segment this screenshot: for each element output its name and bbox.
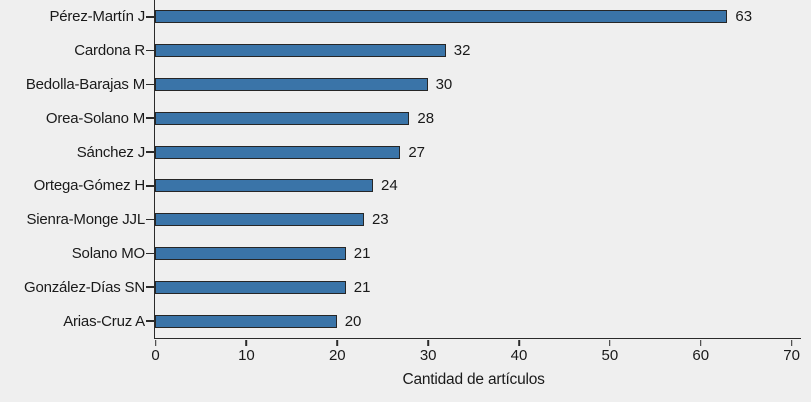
- y-axis-tick-mark: [145, 286, 154, 289]
- bar-value-label: 20: [344, 312, 362, 330]
- bar: [155, 10, 728, 24]
- bar-value-label: 28: [417, 109, 435, 127]
- bar: [155, 280, 346, 294]
- x-axis-tick-mark: [245, 339, 248, 346]
- bar-row: 63: [145, 0, 791, 34]
- y-category-label-row: Bedolla-Barajas M: [0, 68, 145, 102]
- y-category-label: Pérez-Martín J: [49, 8, 145, 26]
- x-axis-tick-label: 60: [692, 346, 710, 364]
- x-axis-tick-label: 50: [601, 346, 619, 364]
- x-axis-tick-mark: [427, 339, 429, 346]
- y-category-label: González-Días SN: [23, 278, 145, 296]
- x-axis-tick-mark: [790, 339, 793, 346]
- x-axis-tick-label: 10: [238, 346, 255, 364]
- x-axis-tick-label: 20: [328, 346, 346, 364]
- y-axis-tick-mark: [145, 218, 154, 221]
- bar-value-label: 27: [408, 143, 425, 161]
- bar-row: 30: [145, 68, 791, 102]
- bar: [155, 111, 410, 125]
- bar-row: 21: [145, 270, 791, 304]
- x-axis-tick-mark: [699, 339, 702, 346]
- bar: [155, 314, 337, 328]
- y-category-label-row: Sienra-Monge JJL: [0, 203, 145, 237]
- y-category-label-row: Arias-Cruz A: [0, 304, 145, 338]
- y-axis-tick-mark: [145, 83, 154, 86]
- bar: [155, 179, 374, 193]
- y-category-label-row: Sánchez J: [0, 135, 145, 169]
- bar-value-label: 30: [435, 75, 453, 93]
- x-axis-tick-mark: [154, 339, 157, 346]
- y-category-label: Bedolla-Barajas M: [25, 75, 145, 93]
- y-category-label-row: Orea-Solano M: [0, 101, 145, 135]
- y-category-label-row: González-Días SN: [0, 270, 145, 304]
- bar-row: 23: [145, 203, 791, 237]
- bar-row: 21: [145, 237, 791, 271]
- y-axis-tick-mark: [145, 49, 154, 52]
- bar-row: 28: [145, 101, 791, 135]
- bar: [155, 145, 401, 159]
- y-category-label-row: Pérez-Martín J: [0, 0, 145, 34]
- bar: [155, 213, 364, 227]
- y-axis-tick-mark: [145, 117, 154, 120]
- bar-value-label: 21: [353, 244, 371, 262]
- y-category-label: Sienra-Monge JJL: [26, 211, 145, 229]
- x-axis-tick-label: 40: [510, 346, 528, 364]
- y-category-label: Ortega-Gómez H: [33, 177, 146, 195]
- x-axis-tick-mark: [609, 339, 611, 346]
- y-category-label: Arias-Cruz A: [63, 312, 145, 330]
- x-axis-title: Cantidad de artículos: [402, 371, 545, 388]
- x-axis-tick-mark: [518, 339, 520, 346]
- y-category-label-row: Cardona R: [0, 34, 145, 68]
- bar-value-label: 21: [353, 278, 371, 296]
- bar-value-label: 32: [453, 42, 471, 60]
- bar-row: 32: [145, 34, 791, 68]
- bar-row: 24: [145, 169, 791, 203]
- y-category-label: Sánchez J: [76, 143, 145, 161]
- bar: [155, 77, 428, 91]
- y-category-label: Cardona R: [74, 42, 145, 60]
- y-axis-tick-mark: [145, 151, 154, 153]
- x-axis-tick-mark: [336, 339, 339, 346]
- plot-area: 63 32 30 28 27 24 23 21 21 20: [145, 0, 801, 339]
- x-axis-tick-label: 0: [151, 346, 160, 364]
- bar-value-label: 24: [381, 177, 398, 195]
- y-axis-tick-mark: [145, 16, 154, 18]
- bar-value-label: 23: [371, 211, 389, 229]
- y-category-label-row: Ortega-Gómez H: [0, 169, 146, 203]
- bars-container: 63 32 30 28 27 24 23 21 21 20: [145, 0, 791, 338]
- bar-value-label: 63: [735, 8, 753, 26]
- bar-row: 20: [145, 304, 791, 338]
- bar: [155, 44, 446, 58]
- x-axis-tick-label: 70: [783, 346, 800, 364]
- y-category-label: Orea-Solano M: [45, 109, 145, 127]
- x-axis-tick-label: 30: [419, 346, 437, 364]
- y-axis-tick-mark: [145, 252, 154, 255]
- y-category-label: Solano MO: [71, 244, 145, 262]
- y-axis-tick-mark: [145, 185, 154, 187]
- bar-row: 27: [145, 135, 791, 169]
- y-axis-category-labels: Pérez-Martín J Cardona R Bedolla-Barajas M…: [0, 0, 145, 338]
- y-category-label-row: Solano MO: [0, 237, 145, 271]
- bar: [155, 246, 346, 260]
- y-axis-tick-mark: [145, 320, 154, 322]
- x-axis: 0 10 20 30 40 50 60 70: [151, 339, 800, 366]
